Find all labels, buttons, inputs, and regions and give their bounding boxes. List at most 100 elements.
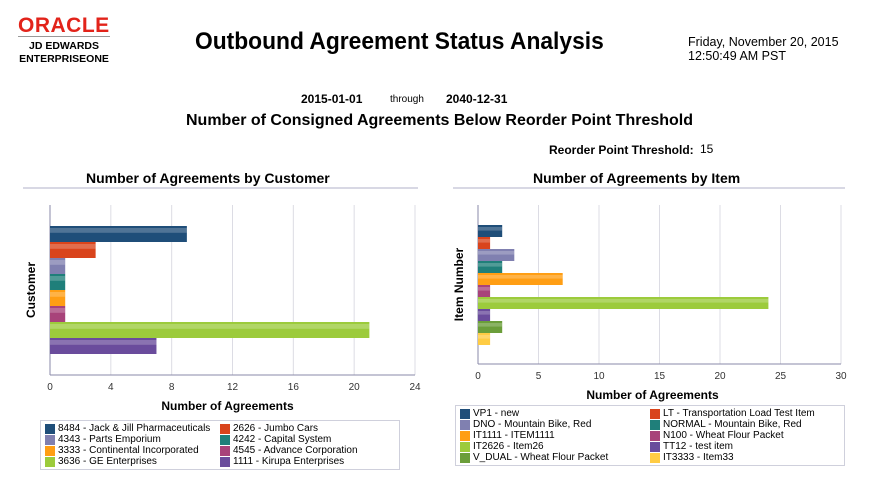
x-axis-label: Number of Agreements — [586, 388, 719, 402]
legend-label: V_DUAL - Wheat Flour Packet — [473, 452, 609, 463]
legend-item: V_DUAL - Wheat Flour Packet — [460, 452, 650, 463]
bar-highlight — [50, 276, 66, 281]
bar — [478, 273, 563, 285]
legend-label: 3636 - GE Enterprises — [58, 456, 157, 467]
legend-item: 1111 - Kirupa Enterprises — [220, 456, 395, 467]
range-to: 2040-12-31 — [446, 92, 508, 106]
legend-item: N100 - Wheat Flour Packet — [650, 430, 840, 441]
jde-logo: JD EDWARDS ENTERPRISEONE — [18, 40, 110, 66]
bar-highlight — [50, 324, 370, 329]
legend-swatch — [650, 419, 660, 430]
legend-label: DNO - Mountain Bike, Red — [473, 419, 592, 430]
legend-swatch — [45, 456, 55, 467]
x-axis-label: Number of Agreements — [161, 399, 294, 413]
legend-item: 4343 - Parts Emporium — [45, 434, 220, 445]
bar — [50, 258, 66, 274]
legend-swatch — [650, 408, 660, 419]
legend-label: 4343 - Parts Emporium — [58, 434, 161, 445]
report-subtitle: Number of Consigned Agreements Below Reo… — [185, 112, 693, 129]
legend-swatch — [460, 419, 470, 430]
legend-item: 3636 - GE Enterprises — [45, 456, 220, 467]
legend-label: N100 - Wheat Flour Packet — [663, 430, 784, 441]
legend-label: 8484 - Jack & Jill Pharmaceuticals — [58, 423, 211, 434]
report-time: 12:50:49 AM PST — [688, 49, 786, 63]
report-title: Outbound Agreement Status Analysis — [195, 28, 604, 55]
legend-label: IT1111 - ITEM1111 — [473, 430, 555, 441]
bar-highlight — [478, 239, 491, 243]
range-from: 2015-01-01 — [301, 92, 363, 106]
legend-item: VP1 - new — [460, 408, 650, 419]
bar-highlight — [478, 251, 515, 255]
legend-item: DNO - Mountain Bike, Red — [460, 419, 650, 430]
legend-item: 8484 - Jack & Jill Pharmaceuticals — [45, 423, 220, 434]
legend-swatch — [460, 441, 470, 452]
x-tick-label: 24 — [409, 382, 421, 393]
bar-highlight — [478, 287, 491, 291]
legend-item: 3333 - Continental Incorporated — [45, 445, 220, 456]
legend-item: TT12 - test item — [650, 441, 840, 452]
legend-item: VP1 - new LT - Transportation Load Test I… — [455, 405, 845, 466]
bar — [50, 338, 157, 354]
bar-highlight — [50, 340, 157, 345]
report-date: Friday, November 20, 2015 — [688, 35, 839, 49]
oracle-logo: ORACLE — [18, 14, 110, 37]
legend-item: IT1111 - ITEM1111 — [460, 430, 650, 441]
bar — [50, 226, 187, 242]
bar — [478, 309, 491, 321]
logo-line2: ENTERPRISEONE — [19, 53, 109, 65]
x-tick-label: 16 — [288, 382, 300, 393]
threshold-value: 15 — [700, 142, 714, 156]
chart-title-item: Number of Agreements by Item — [533, 170, 741, 186]
bar-highlight — [478, 335, 491, 339]
y-axis-label: Customer — [24, 262, 38, 318]
bar — [478, 333, 491, 345]
bar — [478, 285, 491, 297]
x-tick-label: 20 — [349, 382, 361, 393]
bar-highlight — [478, 263, 503, 267]
y-axis-label: Item Number — [452, 248, 466, 322]
legend-swatch — [460, 430, 470, 441]
legend-label: 2626 - Jumbo Cars — [233, 423, 319, 434]
legend-swatch — [220, 434, 230, 445]
legend-item: LT - Transportation Load Test Item — [650, 408, 840, 419]
legend-label: 4545 - Advance Corporation — [233, 445, 358, 456]
legend-swatch — [220, 456, 230, 467]
bar-highlight — [478, 299, 769, 303]
bar-highlight — [478, 227, 503, 231]
threshold-label: Reorder Point Threshold: — [549, 143, 694, 157]
legend-item: 4242 - Capital System — [220, 434, 395, 445]
x-tick-label: 8 — [169, 382, 175, 393]
bar — [478, 297, 769, 309]
legend-swatch — [650, 452, 660, 463]
legend-label: 3333 - Continental Incorporated — [58, 445, 199, 456]
x-tick-label: 20 — [714, 371, 726, 382]
x-tick-label: 10 — [593, 371, 605, 382]
legend-label: LT - Transportation Load Test Item — [663, 408, 815, 419]
bar — [50, 242, 96, 258]
bar — [478, 261, 503, 273]
legend-swatch — [220, 423, 230, 434]
legend-swatch — [460, 452, 470, 463]
legend-swatch — [45, 434, 55, 445]
bar — [50, 322, 370, 338]
legend-customer: 8484 - Jack & Jill Pharmaceuticals 2626 -… — [40, 420, 400, 470]
x-tick-label: 0 — [47, 382, 53, 393]
x-tick-label: 12 — [227, 382, 239, 393]
bar-highlight — [50, 292, 66, 297]
legend-swatch — [220, 445, 230, 456]
bar-highlight — [478, 311, 491, 315]
legend-label: IT2626 - Item26 — [473, 441, 544, 452]
legend-swatch — [45, 445, 55, 456]
bar — [478, 237, 491, 249]
x-tick-label: 30 — [835, 371, 847, 382]
x-tick-label: 0 — [475, 371, 481, 382]
bar — [478, 249, 515, 261]
bar — [50, 274, 66, 290]
logo-divider — [18, 36, 110, 37]
legend-label: NORMAL - Mountain Bike, Red — [663, 419, 802, 430]
legend-item: IT2626 - Item26 — [460, 441, 650, 452]
x-tick-label: 15 — [654, 371, 666, 382]
bar — [478, 321, 503, 333]
bar-highlight — [50, 260, 66, 265]
